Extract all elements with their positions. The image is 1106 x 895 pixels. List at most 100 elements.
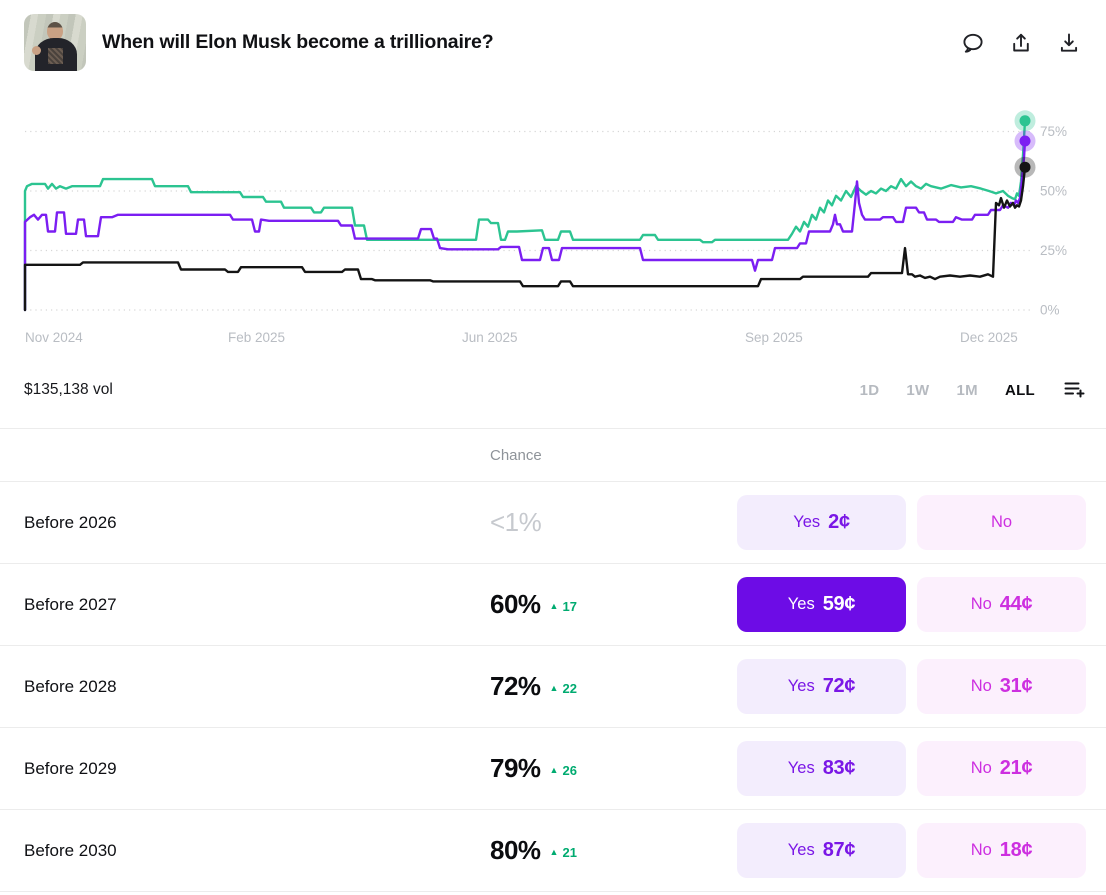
up-triangle-icon: ▲ bbox=[549, 846, 559, 857]
no-label: No bbox=[990, 513, 1013, 531]
no-label: No bbox=[970, 677, 992, 695]
market-avatar bbox=[24, 14, 86, 71]
no-price: 21¢ bbox=[999, 757, 1033, 779]
chance-delta: ▲ 22 bbox=[550, 681, 577, 696]
no-label: No bbox=[970, 841, 992, 859]
yes-price: 72¢ bbox=[822, 675, 856, 697]
x-axis-tick: Jun 2025 bbox=[462, 330, 518, 345]
no-button[interactable]: No 18¢ bbox=[917, 823, 1086, 878]
no-label: No bbox=[970, 759, 992, 777]
yes-label: Yes bbox=[787, 677, 815, 695]
chance-column-header: Chance bbox=[490, 446, 542, 464]
yes-label: Yes bbox=[787, 841, 815, 859]
chance-value: 80% bbox=[490, 835, 541, 865]
comment-icon bbox=[961, 31, 985, 55]
endpoint-dot-black bbox=[1019, 161, 1031, 173]
outcome-name: Before 2027 bbox=[24, 594, 117, 614]
outcome-rows: Before 2026 <1% Yes 2¢ No Before 2027 60… bbox=[0, 482, 1106, 892]
yes-price: 2¢ bbox=[828, 511, 850, 533]
market-header: When will Elon Musk become a trillionair… bbox=[0, 0, 1106, 84]
outcome-row[interactable]: Before 2026 <1% Yes 2¢ No bbox=[0, 482, 1106, 564]
no-button[interactable]: No bbox=[917, 495, 1086, 550]
x-axis-tick: Sep 2025 bbox=[745, 330, 803, 345]
outcomes-table: Chance Before 2026 <1% Yes 2¢ No Before … bbox=[0, 429, 1106, 892]
outcome-chance: <1% bbox=[490, 507, 737, 538]
outcome-name: Before 2029 bbox=[24, 758, 117, 778]
yes-price: 59¢ bbox=[822, 593, 856, 615]
chance-delta: ▲ 17 bbox=[550, 599, 577, 614]
yes-button[interactable]: Yes 72¢ bbox=[737, 659, 906, 714]
chance-value: 72% bbox=[490, 671, 541, 701]
yes-label: Yes bbox=[793, 513, 821, 531]
y-axis-tick: 50% bbox=[1040, 184, 1067, 199]
outcome-chance: 60% ▲ 17 bbox=[490, 589, 737, 620]
no-button[interactable]: No 21¢ bbox=[917, 741, 1086, 796]
x-axis-tick: Nov 2024 bbox=[25, 330, 83, 345]
range-1m[interactable]: 1M bbox=[956, 381, 978, 399]
header-actions bbox=[960, 30, 1082, 56]
no-price: 44¢ bbox=[999, 593, 1033, 615]
chart-toolbar: $135,138 vol 1D 1W 1M ALL bbox=[0, 352, 1106, 429]
no-price: 18¢ bbox=[999, 839, 1033, 861]
outcome-row[interactable]: Before 2028 72% ▲ 22 Yes 72¢ No 31¢ bbox=[0, 646, 1106, 728]
share-icon bbox=[1009, 31, 1033, 55]
delta-value: 17 bbox=[562, 598, 577, 614]
yes-price: 83¢ bbox=[822, 757, 856, 779]
y-axis-tick: 25% bbox=[1040, 243, 1067, 258]
y-axis-tick: 0% bbox=[1040, 303, 1060, 318]
volume-label: $135,138 vol bbox=[24, 381, 113, 398]
chance-delta: ▲ 26 bbox=[550, 763, 577, 778]
range-selector: 1D 1W 1M ALL bbox=[860, 378, 1086, 402]
outcome-row[interactable]: Before 2029 79% ▲ 26 Yes 83¢ No 21¢ bbox=[0, 728, 1106, 810]
outcome-chance: 79% ▲ 26 bbox=[490, 753, 737, 784]
download-icon bbox=[1057, 31, 1081, 55]
outcome-name: Before 2026 bbox=[24, 512, 117, 532]
price-history-chart[interactable]: 75% 50% 25% 0% Nov 2024 Feb 2025 Jun 2025 Sep 2… bbox=[0, 84, 1106, 352]
x-axis-tick: Dec 2025 bbox=[960, 330, 1018, 345]
yes-button[interactable]: Yes 83¢ bbox=[737, 741, 906, 796]
up-triangle-icon: ▲ bbox=[549, 682, 559, 693]
chance-value: 60% bbox=[490, 589, 541, 619]
chance-delta: ▲ 21 bbox=[550, 845, 577, 860]
range-1w[interactable]: 1W bbox=[906, 381, 930, 399]
endpoint-dot-green bbox=[1019, 115, 1031, 127]
outcome-row[interactable]: Before 2027 60% ▲ 17 Yes 59¢ No 44¢ bbox=[0, 564, 1106, 646]
list-plus-icon bbox=[1063, 382, 1085, 403]
range-all[interactable]: ALL bbox=[1004, 381, 1035, 399]
yes-price: 87¢ bbox=[822, 839, 856, 861]
delta-value: 22 bbox=[562, 680, 577, 696]
endpoint-dot-purple bbox=[1019, 135, 1031, 147]
delta-value: 21 bbox=[562, 844, 577, 860]
y-axis-tick: 75% bbox=[1040, 124, 1067, 139]
x-axis-tick: Feb 2025 bbox=[228, 330, 285, 345]
avatar-figure-shirt bbox=[48, 48, 63, 64]
no-price: 31¢ bbox=[999, 675, 1033, 697]
yes-button[interactable]: Yes 87¢ bbox=[737, 823, 906, 878]
chart-section: 75% 50% 25% 0% Nov 2024 Feb 2025 Jun 2025 Sep 2… bbox=[0, 84, 1106, 352]
share-button[interactable] bbox=[1008, 30, 1034, 56]
series-line-black bbox=[23, 165, 1027, 312]
yes-button[interactable]: Yes 59¢ bbox=[737, 577, 906, 632]
comment-button[interactable] bbox=[960, 30, 986, 56]
download-button[interactable] bbox=[1056, 30, 1082, 56]
chance-value: <1% bbox=[490, 507, 542, 537]
no-button[interactable]: No 44¢ bbox=[917, 577, 1086, 632]
no-label: No bbox=[970, 595, 992, 613]
yes-label: Yes bbox=[787, 759, 815, 777]
no-button[interactable]: No 31¢ bbox=[917, 659, 1086, 714]
outcome-name: Before 2028 bbox=[24, 676, 117, 696]
add-to-watchlist-button[interactable] bbox=[1062, 378, 1086, 402]
yes-button[interactable]: Yes 2¢ bbox=[737, 495, 906, 550]
outcome-chance: 80% ▲ 21 bbox=[490, 835, 737, 866]
series-line-green bbox=[23, 119, 1027, 312]
yes-label: Yes bbox=[787, 595, 815, 613]
table-header-row: Chance bbox=[0, 429, 1106, 482]
outcome-chance: 72% ▲ 22 bbox=[490, 671, 737, 702]
outcome-name: Before 2030 bbox=[24, 840, 117, 860]
avatar-figure-hand bbox=[32, 46, 41, 55]
range-1d[interactable]: 1D bbox=[859, 381, 880, 399]
outcome-row[interactable]: Before 2030 80% ▲ 21 Yes 87¢ No 18¢ bbox=[0, 810, 1106, 892]
up-triangle-icon: ▲ bbox=[549, 600, 559, 611]
avatar-figure bbox=[47, 22, 63, 40]
up-triangle-icon: ▲ bbox=[549, 764, 559, 775]
